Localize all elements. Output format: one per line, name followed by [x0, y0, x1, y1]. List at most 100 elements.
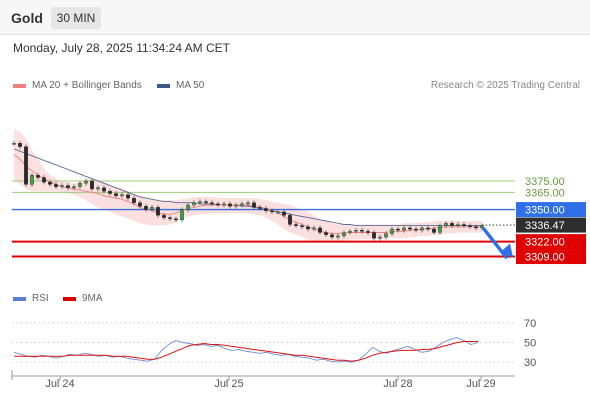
candle	[24, 146, 28, 185]
candle	[306, 226, 310, 230]
candle	[42, 177, 46, 183]
symbol-title: Gold	[11, 10, 43, 26]
candle	[138, 202, 142, 207]
candle	[144, 206, 148, 210]
ma50-legend: MA 50	[157, 80, 204, 91]
candle	[156, 207, 160, 216]
candle	[258, 207, 262, 209]
x-tick-label: Jul 24	[45, 378, 74, 390]
candle	[162, 215, 166, 218]
rsi-tick-50: 50	[524, 338, 536, 350]
candle	[336, 235, 340, 238]
candle	[282, 211, 286, 216]
candle	[234, 204, 238, 207]
candle	[354, 230, 358, 232]
candle	[180, 209, 184, 221]
candle	[48, 181, 52, 185]
candle	[174, 218, 178, 221]
rsi-line	[13, 337, 479, 363]
candle	[408, 227, 412, 230]
candle	[432, 228, 436, 233]
candle	[294, 224, 298, 226]
candle	[198, 201, 202, 203]
candle	[132, 197, 136, 203]
ma50-swatch	[157, 83, 170, 88]
forecast-arrow-head	[500, 243, 513, 258]
level-label-3375.00: 3375.00	[525, 176, 565, 188]
level-label-3309.00: 3309.00	[525, 252, 565, 264]
ma20-legend: MA 20 + Bollinger Bands	[13, 80, 142, 91]
candle	[252, 202, 256, 208]
level-label-3365.00: 3365.00	[525, 187, 565, 199]
candle	[360, 230, 364, 232]
level-box-3309.00	[516, 249, 586, 265]
candle	[474, 226, 478, 229]
level-label-3322.00: 3322.00	[525, 237, 565, 249]
ma9-legend: 9MA	[63, 293, 103, 304]
top-bar: Gold 30 MIN	[0, 0, 590, 35]
candle	[312, 227, 316, 230]
candle	[66, 185, 70, 188]
candle	[384, 233, 388, 238]
candle	[102, 187, 106, 192]
rsi-legend-label: RSI	[32, 293, 49, 304]
x-tick-label: Jul 29	[466, 378, 495, 390]
candle	[54, 184, 58, 187]
candle	[366, 231, 370, 233]
candle	[150, 207, 154, 210]
ma20-legend-label: MA 20 + Bollinger Bands	[32, 80, 142, 91]
candle	[444, 223, 448, 226]
candle	[462, 224, 466, 226]
candle	[456, 224, 460, 226]
candle	[396, 228, 400, 231]
level-box-3350.00	[516, 202, 586, 218]
candle	[468, 225, 472, 227]
candle	[390, 228, 394, 234]
level-label-3350.00: 3350.00	[525, 205, 565, 217]
ma9-legend-label: 9MA	[82, 293, 103, 304]
rsi-swatch	[13, 296, 26, 301]
candle	[246, 202, 250, 205]
rsi-legend: RSI	[13, 293, 49, 304]
datetime-label: Monday, July 28, 2025 11:34:24 AM CET	[13, 41, 231, 55]
candle	[192, 202, 196, 206]
x-tick-label: Jul 28	[383, 378, 412, 390]
candle	[348, 231, 352, 233]
candle	[324, 232, 328, 235]
level-box-3336.47	[516, 217, 586, 233]
candle	[126, 194, 130, 199]
candle	[426, 227, 430, 230]
candle	[372, 232, 376, 239]
candle	[480, 225, 484, 229]
candle	[60, 185, 64, 187]
candle	[264, 208, 268, 211]
candle	[96, 187, 100, 190]
candle	[438, 225, 442, 233]
candle	[18, 143, 22, 147]
candle	[216, 203, 220, 206]
candle	[414, 228, 418, 231]
candle	[36, 175, 40, 178]
candle	[78, 183, 82, 187]
candle	[30, 175, 34, 185]
candle	[378, 236, 382, 239]
candle	[168, 217, 172, 219]
candle	[402, 227, 406, 231]
candle	[222, 203, 226, 206]
timeframe-button[interactable]: 30 MIN	[51, 7, 101, 29]
candle	[288, 215, 292, 225]
candle	[114, 193, 118, 196]
candle	[186, 204, 190, 210]
rsi-tick-70: 70	[524, 318, 536, 330]
candle	[270, 210, 274, 213]
ma9-swatch	[63, 296, 76, 301]
x-tick-label: Jul 25	[214, 378, 243, 390]
candle	[450, 223, 454, 226]
candle	[240, 203, 244, 206]
candle	[12, 143, 16, 145]
candle	[108, 191, 112, 194]
level-box-3322.00	[516, 234, 586, 250]
candle	[204, 201, 208, 203]
candle	[90, 180, 94, 190]
